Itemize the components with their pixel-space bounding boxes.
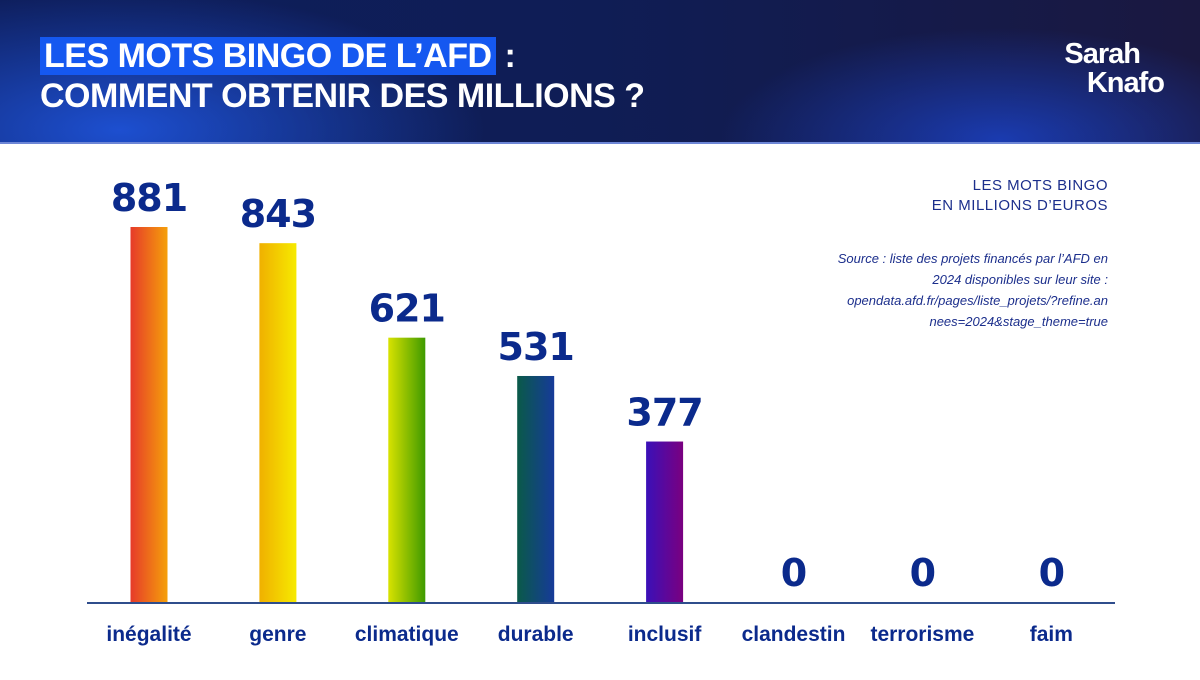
title-line-2: COMMENT OBTENIR DES MILLIONS ? — [40, 77, 645, 115]
category-label: inclusif — [628, 623, 703, 646]
bar-climatique — [388, 337, 426, 602]
category-label: faim — [1030, 623, 1073, 646]
category-label: terrorisme — [870, 623, 974, 646]
bar-inégalité — [130, 227, 168, 602]
category-label: genre — [249, 623, 306, 646]
value-label: 0 — [910, 551, 935, 595]
category-label: durable — [498, 623, 574, 646]
category-label: climatique — [355, 623, 459, 646]
logo-line-1: Sarah — [1064, 38, 1141, 70]
logo: Sarah Knafo — [1064, 38, 1165, 99]
chart-title-line-1: LES MOTS BINGO — [972, 177, 1108, 194]
header-banner: LES MOTS BINGO DE L’AFD : COMMENT OBTENI… — [0, 0, 1200, 144]
title-colon: : — [495, 37, 516, 75]
bar-genre — [259, 243, 297, 602]
value-label: 0 — [781, 551, 806, 595]
value-label: 531 — [498, 325, 574, 369]
bar-durable — [517, 375, 555, 602]
source-line: Source : liste des projets financés par … — [837, 251, 1108, 266]
bar-inclusif — [646, 441, 684, 602]
title-line-1: LES MOTS BINGO DE L’AFD : — [40, 36, 516, 76]
category-label: inégalité — [106, 623, 191, 646]
value-label: 843 — [240, 192, 316, 236]
title-highlight: LES MOTS BINGO DE L’AFD — [40, 37, 496, 75]
value-label: 881 — [111, 176, 187, 220]
bar-chart: 881 inégalité 843 genre 621 climatique 531 dura… — [87, 176, 1115, 646]
value-label: 377 — [626, 391, 702, 435]
value-label: 621 — [369, 287, 445, 331]
logo-line-2: Knafo — [1086, 67, 1165, 99]
chart-area: LES MOTS BINGO EN MILLIONS D’EUROS Sourc… — [0, 144, 1200, 675]
source-note: Source : liste des projets financés par … — [778, 248, 1108, 332]
category-label: clandestin — [742, 623, 846, 646]
value-label: 0 — [1039, 551, 1064, 595]
source-line: 2024 disponibles sur leur site : — [932, 272, 1108, 287]
chart-title-line-2: EN MILLIONS D’EUROS — [931, 197, 1108, 214]
source-line: nees=2024&stage_theme=true — [929, 314, 1108, 329]
source-line: opendata.afd.fr/pages/liste_projets/?ref… — [847, 293, 1108, 308]
chart-title: LES MOTS BINGO EN MILLIONS D’EUROS — [932, 176, 1108, 216]
